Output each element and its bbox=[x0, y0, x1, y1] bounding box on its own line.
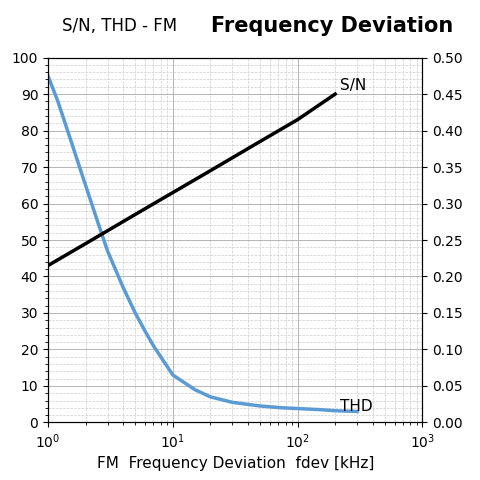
Text: S/N: S/N bbox=[340, 78, 367, 94]
X-axis label: FM  Frequency Deviation  fdev [kHz]: FM Frequency Deviation fdev [kHz] bbox=[96, 456, 374, 471]
Text: THD: THD bbox=[340, 399, 373, 414]
Text: S/N, THD - FM Frequency Deviation: S/N, THD - FM Frequency Deviation bbox=[228, 25, 252, 27]
Text: S/N, THD - FM: S/N, THD - FM bbox=[62, 17, 183, 36]
Text: Frequency Deviation: Frequency Deviation bbox=[211, 16, 454, 36]
